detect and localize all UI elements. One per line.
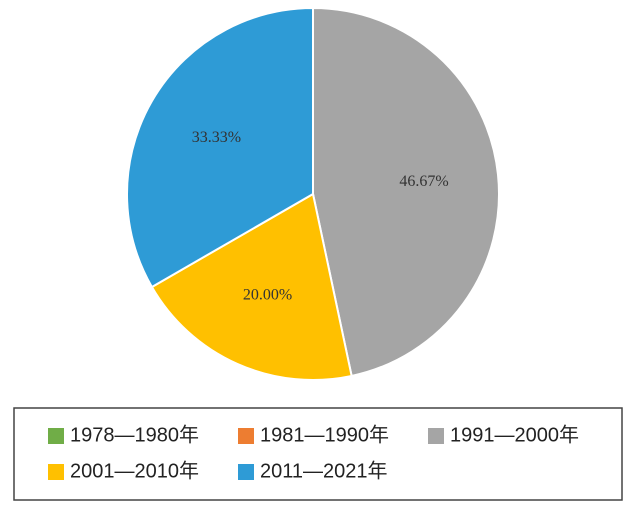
legend-marker xyxy=(428,428,444,444)
pie-slice xyxy=(312,6,500,378)
value-label: 46.67% xyxy=(399,173,448,190)
legend-marker xyxy=(48,428,64,444)
legend-marker xyxy=(238,428,254,444)
legend-label: 2001—2010年 xyxy=(70,459,199,482)
legend-label: 1991—2000年 xyxy=(450,423,579,446)
legend-label: 1981—1990年 xyxy=(260,423,389,446)
legend-marker xyxy=(238,464,254,480)
value-label: 33.33% xyxy=(192,129,241,146)
value-label: 20.00% xyxy=(243,287,292,304)
legend-label: 2011—2021年 xyxy=(260,459,388,482)
legend-box xyxy=(13,407,623,501)
pie-slice xyxy=(126,6,314,289)
legend-marker xyxy=(48,464,64,480)
pie-slice xyxy=(150,192,353,381)
legend-label: 1978—1980年 xyxy=(70,423,199,446)
